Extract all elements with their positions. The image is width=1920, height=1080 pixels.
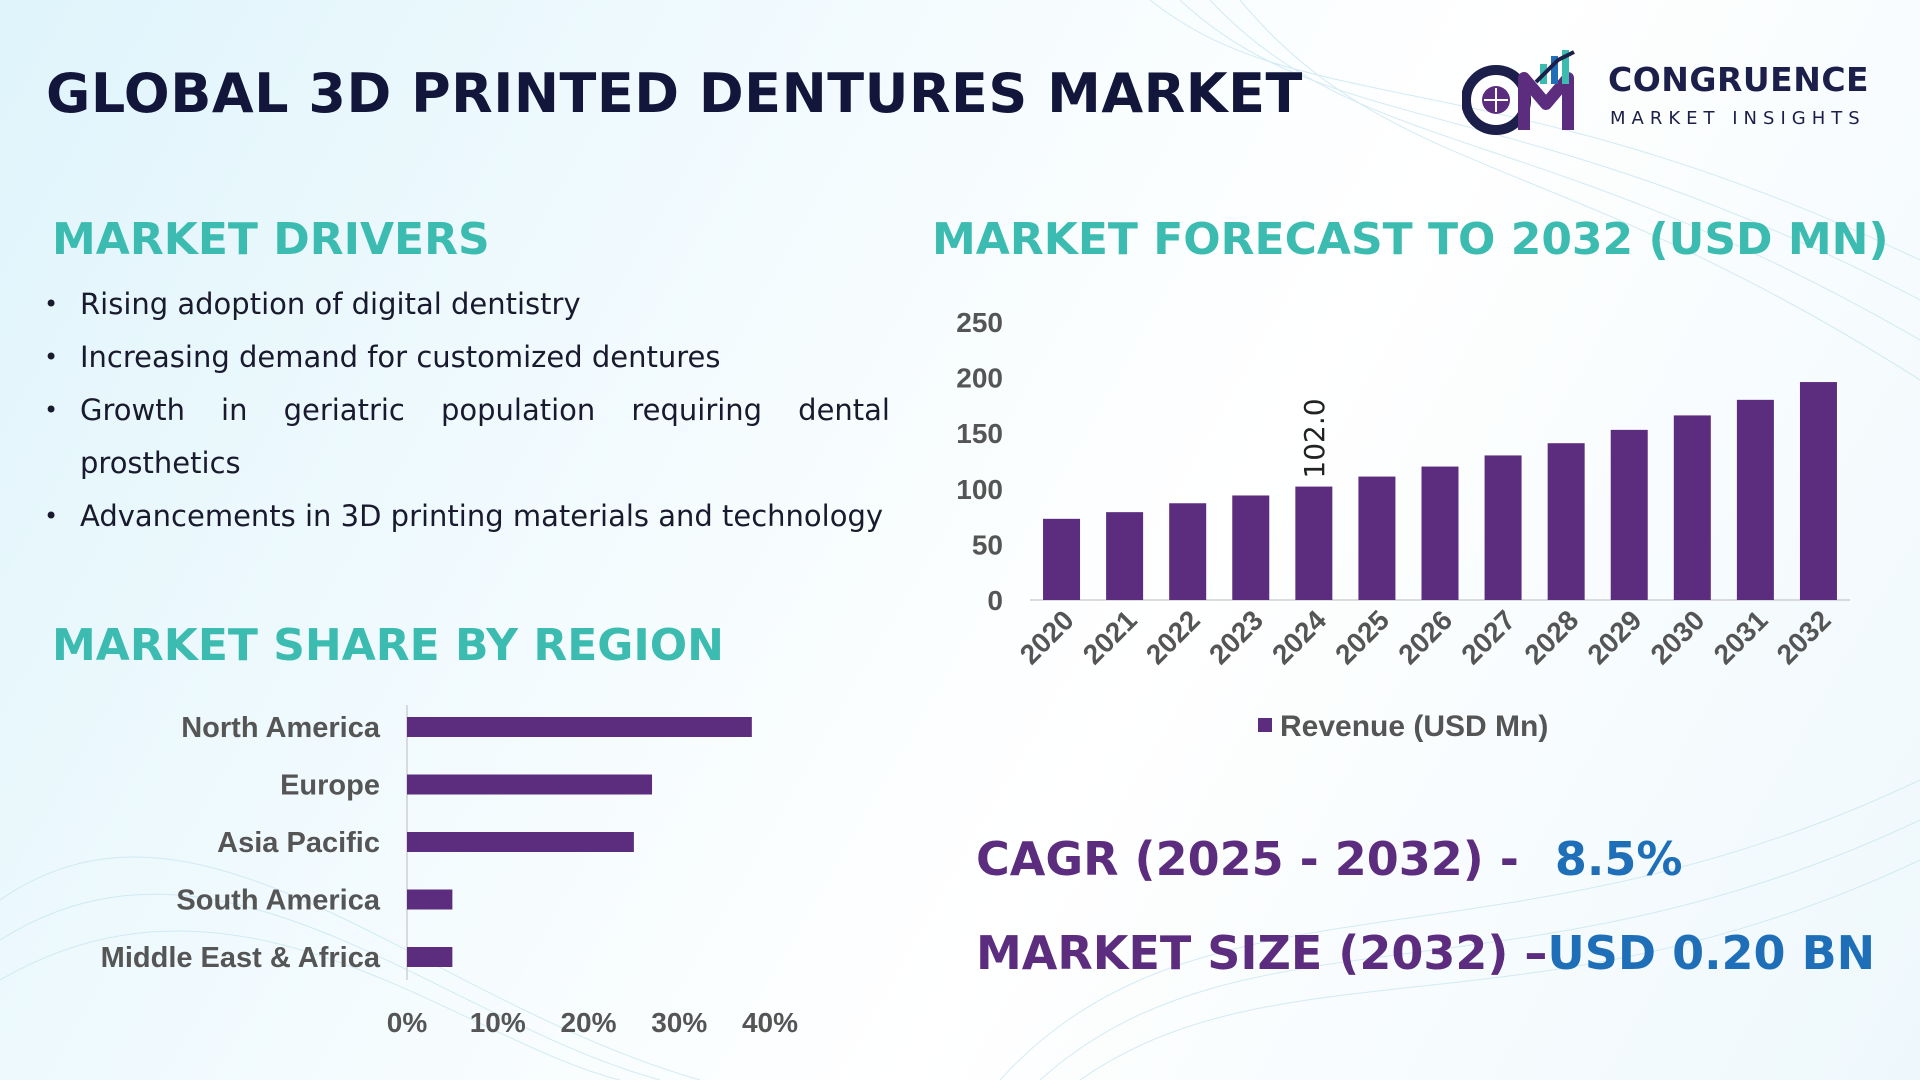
x-tick-label: 10% bbox=[470, 1007, 526, 1038]
region-label: Middle East & Africa bbox=[101, 942, 381, 974]
y-tick-label: 150 bbox=[956, 418, 1003, 449]
driver-item: Rising adoption of digital dentistry bbox=[40, 278, 890, 331]
forecast-bar bbox=[1169, 503, 1207, 600]
region-label: South America bbox=[176, 885, 380, 917]
region-label: Europe bbox=[280, 770, 380, 802]
forecast-bar bbox=[1610, 429, 1648, 600]
market-size-stat: MARKET SIZE (2032) –USD 0.20 BN bbox=[976, 926, 1875, 980]
market-size-value: USD 0.20 BN bbox=[1547, 926, 1876, 980]
region-bar bbox=[407, 717, 752, 737]
y-tick-label: 50 bbox=[972, 529, 1003, 560]
forecast-bar bbox=[1421, 466, 1459, 600]
forecast-bar bbox=[1295, 486, 1333, 600]
cagr-value: 8.5% bbox=[1554, 832, 1683, 886]
drivers-title: MARKET DRIVERS bbox=[52, 214, 490, 265]
x-tick-label: 30% bbox=[651, 1007, 707, 1038]
driver-item: Advancements in 3D printing materials an… bbox=[40, 490, 890, 543]
forecast-bar bbox=[1106, 512, 1144, 600]
region-bar bbox=[407, 947, 453, 967]
logo-mark-icon bbox=[1461, 50, 1575, 135]
logo: CONGRUENCE MARKET INSIGHTS bbox=[1461, 42, 1902, 142]
region-bar bbox=[407, 774, 653, 795]
forecast-bar bbox=[1043, 518, 1081, 600]
forecast-bar bbox=[1484, 455, 1522, 600]
market-size-label: MARKET SIZE (2032) – bbox=[976, 926, 1548, 980]
x-tick-label: 0% bbox=[387, 1007, 428, 1038]
region-label: North America bbox=[181, 712, 381, 744]
driver-item: Increasing demand for customized denture… bbox=[40, 331, 890, 384]
y-tick-label: 250 bbox=[956, 307, 1003, 338]
logo-name: CONGRUENCE bbox=[1608, 60, 1870, 99]
x-tick-label: 20% bbox=[560, 1007, 616, 1038]
logo-tagline: MARKET INSIGHTS bbox=[1610, 108, 1866, 129]
data-label: 102.0 bbox=[1298, 398, 1331, 478]
forecast-bar bbox=[1232, 495, 1270, 600]
page-title: GLOBAL 3D PRINTED DENTURES MARKET bbox=[46, 62, 1303, 125]
y-tick-label: 200 bbox=[956, 363, 1003, 394]
driver-item: Growth in geriatric population requiring… bbox=[40, 384, 890, 490]
forecast-bar bbox=[1673, 415, 1711, 600]
region-bar bbox=[407, 889, 453, 910]
forecast-bar bbox=[1736, 399, 1774, 600]
drivers-list: Rising adoption of digital dentistry Inc… bbox=[40, 278, 890, 543]
forecast-bar bbox=[1799, 382, 1837, 600]
region-title: MARKET SHARE BY REGION bbox=[52, 620, 724, 671]
forecast-title: MARKET FORECAST TO 2032 (USD MN) bbox=[932, 214, 1889, 265]
x-tick-label: 40% bbox=[742, 1007, 798, 1038]
cagr-stat: CAGR (2025 - 2032) - 8.5% bbox=[976, 832, 1682, 886]
legend-swatch bbox=[1258, 718, 1272, 732]
cagr-label: CAGR (2025 - 2032) - bbox=[976, 832, 1519, 886]
region-label: Asia Pacific bbox=[217, 827, 380, 859]
forecast-bar bbox=[1547, 443, 1585, 600]
y-tick-label: 0 bbox=[987, 585, 1003, 616]
region-bar bbox=[407, 832, 634, 852]
forecast-bar bbox=[1358, 476, 1396, 600]
y-tick-label: 100 bbox=[956, 474, 1003, 505]
legend-label: Revenue (USD Mn) bbox=[1280, 710, 1548, 743]
